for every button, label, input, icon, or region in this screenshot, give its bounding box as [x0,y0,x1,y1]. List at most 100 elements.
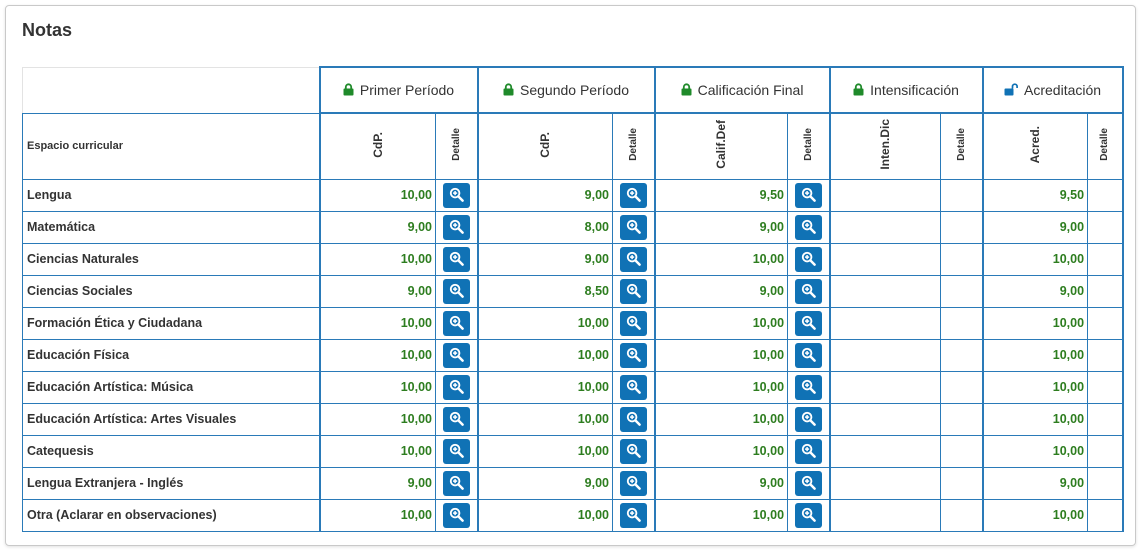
detail-zoom-button[interactable] [442,406,470,432]
column-header-detalle-2: Detalle [611,112,656,180]
zoom-in-icon [626,475,641,490]
grade-inten [828,434,942,468]
detail-cell [1087,274,1124,308]
subject-name: Ciencias Sociales [22,274,320,308]
grade-final: 9,50 [653,178,789,212]
group-header: Calificación Final [653,66,831,114]
detail-zoom-button[interactable] [619,310,647,336]
detail-zoom-button[interactable] [619,502,647,528]
zoom-in-icon [801,475,816,490]
grade-final: 9,00 [653,466,789,500]
detail-zoom-button[interactable] [619,342,647,368]
grade-p2: 10,00 [476,498,613,532]
detail-cell [1087,498,1124,532]
detail-zoom-button[interactable] [442,502,470,528]
detail-zoom-button[interactable] [794,438,822,464]
detail-zoom-button[interactable] [442,470,470,496]
grade-acred: 10,00 [981,498,1089,532]
grade-p2: 8,00 [476,210,613,244]
detail-cell [435,402,479,436]
group-header: Intensificación [828,66,984,114]
zoom-in-icon [449,443,464,458]
subject-name: Educación Artística: Artes Visuales [22,402,320,436]
detail-zoom-button[interactable] [619,438,647,464]
detail-zoom-button[interactable] [442,182,470,208]
detail-cell [435,274,479,308]
detail-cell [940,370,984,404]
detail-zoom-button[interactable] [794,406,822,432]
group-header-label: Segundo Período [520,81,629,98]
zoom-in-icon [626,251,641,266]
grade-p1: 10,00 [318,402,436,436]
detail-zoom-button[interactable] [442,438,470,464]
detail-cell [611,498,656,532]
detail-zoom-button[interactable] [794,278,822,304]
detail-cell [940,306,984,340]
detail-zoom-button[interactable] [619,214,647,240]
detail-cell [940,178,984,212]
column-header-detalle-3: Detalle [787,112,831,180]
lock-closed-icon [681,82,692,99]
detail-zoom-button[interactable] [794,470,822,496]
grade-inten [828,210,942,244]
grade-p2: 9,00 [476,466,613,500]
group-header-label: Calificación Final [697,81,804,98]
detail-cell [1087,306,1124,340]
grade-p2: 8,50 [476,274,613,308]
detail-zoom-button[interactable] [794,182,822,208]
detail-cell [787,370,831,404]
detail-zoom-button[interactable] [794,214,822,240]
grade-final: 10,00 [653,306,789,340]
lock-closed-icon [343,82,354,99]
column-header-calif-def: Calif.Def [653,112,789,180]
zoom-in-icon [626,443,641,458]
detail-zoom-button[interactable] [442,214,470,240]
table-row: Educación Física 10,00 10,00 10,00 10,00 [22,338,1124,372]
detail-zoom-button[interactable] [619,374,647,400]
grade-p1: 9,00 [318,274,436,308]
detail-zoom-button[interactable] [619,406,647,432]
detail-zoom-button[interactable] [442,246,470,272]
subject-name: Formación Ética y Ciudadana [22,306,320,340]
detail-cell [611,178,656,212]
table-row: Otra (Aclarar en observaciones) 10,00 10,0… [22,498,1124,532]
column-header-cdp-2: CdP. [476,112,613,180]
grade-inten [828,466,942,500]
subject-name: Ciencias Naturales [22,242,320,276]
detail-cell [611,274,656,308]
detail-zoom-button[interactable] [794,502,822,528]
detail-cell [611,402,656,436]
detail-zoom-button[interactable] [619,470,647,496]
detail-zoom-button[interactable] [442,374,470,400]
table-row: Lengua Extranjera - Inglés 9,00 9,00 9,00 9,… [22,466,1124,500]
detail-zoom-button[interactable] [442,278,470,304]
detail-cell [940,466,984,500]
table-row: Lengua 10,00 9,00 9,50 9,50 [22,178,1124,212]
detail-zoom-button[interactable] [442,342,470,368]
grade-p2: 10,00 [476,306,613,340]
zoom-in-icon [449,251,464,266]
detail-zoom-button[interactable] [794,374,822,400]
detail-zoom-button[interactable] [619,246,647,272]
detail-zoom-button[interactable] [794,246,822,272]
column-header-detalle-4: Detalle [940,112,984,180]
detail-cell [435,210,479,244]
subject-name: Otra (Aclarar en observaciones) [22,498,320,532]
grades-panel: Notas Primer Período Segundo Período Cal… [5,5,1136,546]
detail-zoom-button[interactable] [619,182,647,208]
detail-zoom-button[interactable] [794,342,822,368]
zoom-in-icon [626,283,641,298]
zoom-in-icon [449,347,464,362]
detail-zoom-button[interactable] [794,310,822,336]
zoom-in-icon [449,219,464,234]
subject-name: Educación Artística: Música [22,370,320,404]
detail-zoom-button[interactable] [442,310,470,336]
grade-p2: 9,00 [476,178,613,212]
grade-final: 10,00 [653,498,789,532]
grade-final: 10,00 [653,338,789,372]
zoom-in-icon [801,347,816,362]
grade-acred: 9,50 [981,178,1089,212]
zoom-in-icon [626,187,641,202]
table-row: Ciencias Naturales 10,00 9,00 10,00 10,00 [22,242,1124,276]
detail-zoom-button[interactable] [619,278,647,304]
